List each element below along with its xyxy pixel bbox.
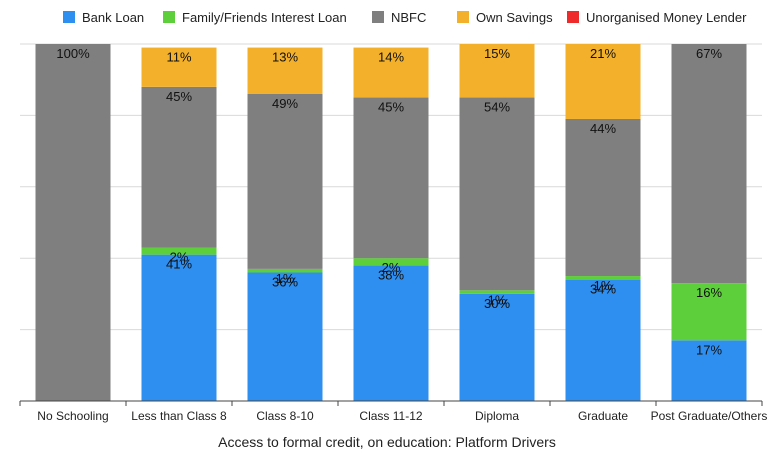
legend-label: Bank Loan bbox=[82, 10, 144, 25]
bar-segment-family-friends-interest-loan-less-than-class-8 bbox=[141, 247, 217, 255]
bar-segment-bank-loan-diploma bbox=[459, 293, 535, 401]
data-label: 49% bbox=[272, 96, 298, 111]
bar-segment-bank-loan-graduate bbox=[565, 279, 641, 401]
bar-segment-nbfc-no-schooling bbox=[35, 44, 111, 401]
legend: Bank Loan Family/Friends Interest Loan NBF… bbox=[63, 10, 747, 25]
legend-label: Unorganised Money Lender bbox=[586, 10, 747, 25]
data-label: 15% bbox=[484, 46, 510, 61]
data-label: 2% bbox=[382, 260, 401, 275]
bar-segment-nbfc-class-11-12 bbox=[353, 97, 429, 259]
legend-swatch-own-savings bbox=[457, 11, 469, 23]
data-label: 2% bbox=[170, 249, 189, 264]
x-axis-title: Access to formal credit, on education: P… bbox=[218, 434, 556, 450]
x-tick-label: Diploma bbox=[475, 409, 519, 423]
data-label: 1% bbox=[488, 292, 507, 307]
bar-segment-family-friends-interest-loan-post-graduate-others bbox=[671, 283, 747, 341]
legend-label: Family/Friends Interest Loan bbox=[182, 10, 347, 25]
data-label: 67% bbox=[696, 46, 722, 61]
x-tick-label: Less than Class 8 bbox=[131, 409, 227, 423]
data-label: 45% bbox=[378, 100, 404, 115]
data-label: 45% bbox=[166, 89, 192, 104]
data-label: 1% bbox=[594, 278, 613, 293]
data-label: 38% bbox=[378, 267, 404, 282]
x-tick-label: Graduate bbox=[578, 409, 628, 423]
data-label: 14% bbox=[378, 50, 404, 65]
data-label: 44% bbox=[590, 121, 616, 136]
bar-segment-bank-loan-class-8-10 bbox=[247, 272, 323, 401]
bar-segment-own-savings-class-8-10 bbox=[247, 47, 323, 94]
bar-segment-family-friends-interest-loan-class-11-12 bbox=[353, 258, 429, 266]
bar-segment-family-friends-interest-loan-graduate bbox=[565, 276, 641, 280]
data-label: 13% bbox=[272, 50, 298, 65]
bar-segment-own-savings-graduate bbox=[565, 44, 641, 119]
bar-segment-nbfc-less-than-class-8 bbox=[141, 86, 217, 248]
data-label: 36% bbox=[272, 274, 298, 289]
x-axis: No Schooling Less than Class 8 Class 8-10 C… bbox=[19, 400, 768, 423]
data-label: 21% bbox=[590, 46, 616, 61]
x-tick-label: Post Graduate/Others bbox=[651, 409, 768, 423]
bar-segment-nbfc-class-8-10 bbox=[247, 93, 323, 269]
legend-swatch-nbfc bbox=[372, 11, 384, 23]
legend-label: Own Savings bbox=[476, 10, 553, 25]
data-label: 17% bbox=[696, 342, 722, 357]
data-label: 1% bbox=[276, 271, 295, 286]
bar-segment-family-friends-interest-loan-class-8-10 bbox=[247, 268, 323, 273]
x-tick-label: No Schooling bbox=[37, 409, 108, 423]
x-tick-label: Class 11-12 bbox=[359, 409, 422, 423]
legend-swatch-unorganised-money-lender bbox=[567, 11, 579, 23]
bar-segment-own-savings-class-11-12 bbox=[353, 47, 429, 98]
bar-segment-nbfc-graduate bbox=[565, 118, 641, 277]
bar-segment-family-friends-interest-loan-diploma bbox=[459, 290, 535, 294]
bar-segment-own-savings-less-than-class-8 bbox=[141, 47, 217, 87]
data-label: 100% bbox=[56, 46, 90, 61]
value-labels: 100%41%2%45%11%36%1%49%13%38%2%45%14%30%… bbox=[56, 46, 722, 357]
data-label: 54% bbox=[484, 100, 510, 115]
legend-swatch-family-friends-interest-loan bbox=[163, 11, 175, 23]
bars bbox=[35, 44, 747, 401]
legend-label: NBFC bbox=[391, 10, 426, 25]
x-tick-label: Class 8-10 bbox=[256, 409, 314, 423]
data-label: 41% bbox=[166, 257, 192, 272]
data-label: 34% bbox=[590, 282, 616, 297]
bar-segment-nbfc-post-graduate-others bbox=[671, 44, 747, 284]
bar-segment-bank-loan-less-than-class-8 bbox=[141, 254, 217, 401]
bar-segment-nbfc-diploma bbox=[459, 97, 535, 291]
data-label: 11% bbox=[166, 50, 191, 65]
bar-segment-bank-loan-class-11-12 bbox=[353, 265, 429, 401]
data-label: 30% bbox=[484, 296, 510, 311]
bar-segment-bank-loan-post-graduate-others bbox=[671, 340, 747, 401]
legend-swatch-bank-loan bbox=[63, 11, 75, 23]
bar-segment-own-savings-diploma bbox=[459, 44, 535, 98]
data-label: 16% bbox=[696, 285, 722, 300]
